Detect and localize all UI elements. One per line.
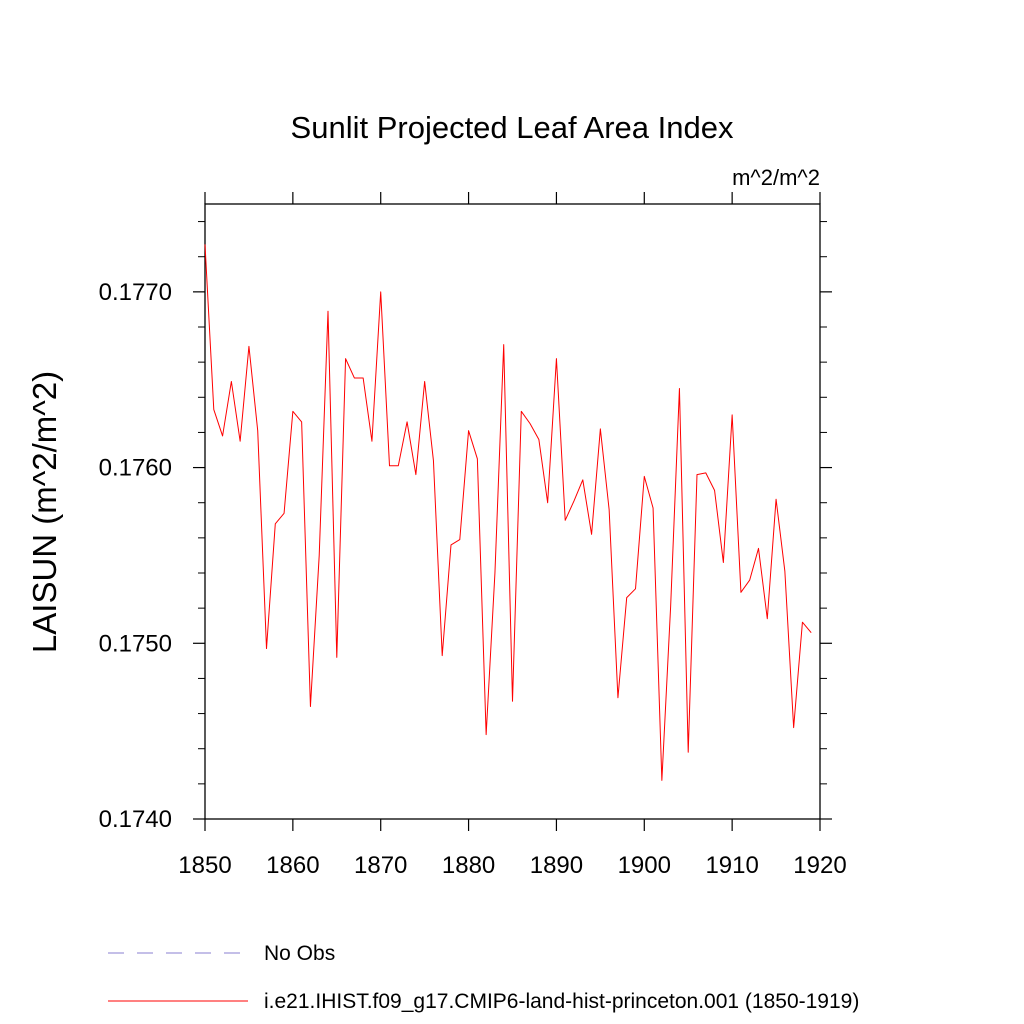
legend-label-model: i.e21.IHIST.f09_g17.CMIP6-land-hist-prin… — [264, 990, 859, 1013]
x-tick-label: 1870 — [354, 852, 407, 879]
y-tick-label: 0.1770 — [99, 279, 172, 306]
legend: No Obs i.e21.IHIST.f09_g17.CMIP6-land-hi… — [108, 942, 859, 1013]
y-tick-label: 0.1750 — [99, 630, 172, 657]
y-tick-label: 0.1740 — [99, 806, 172, 833]
units-label: m^2/m^2 — [732, 165, 820, 190]
y-axis-label: LAISUN (m^2/m^2) — [26, 371, 63, 653]
plot-frame — [204, 203, 821, 820]
x-tick-label: 1900 — [618, 852, 671, 879]
chart-title: Sunlit Projected Leaf Area Index — [291, 110, 734, 145]
x-tick-label: 1850 — [178, 852, 231, 879]
series-line-1 — [204, 244, 812, 781]
series-layer — [204, 244, 812, 781]
y-tick-label: 0.1760 — [99, 455, 172, 482]
x-tick-label: 1920 — [793, 852, 846, 879]
legend-label-no-obs: No Obs — [264, 942, 335, 965]
x-tick-label: 1880 — [442, 852, 495, 879]
x-tick-label: 1910 — [705, 852, 758, 879]
x-tick-label: 1890 — [530, 852, 583, 879]
axis-tick-labels: 1850 1860 1870 1880 1890 1900 1910 1920 0.1740 0.… — [99, 279, 847, 879]
x-tick-label: 1860 — [266, 852, 319, 879]
axis-ticks — [193, 192, 832, 831]
